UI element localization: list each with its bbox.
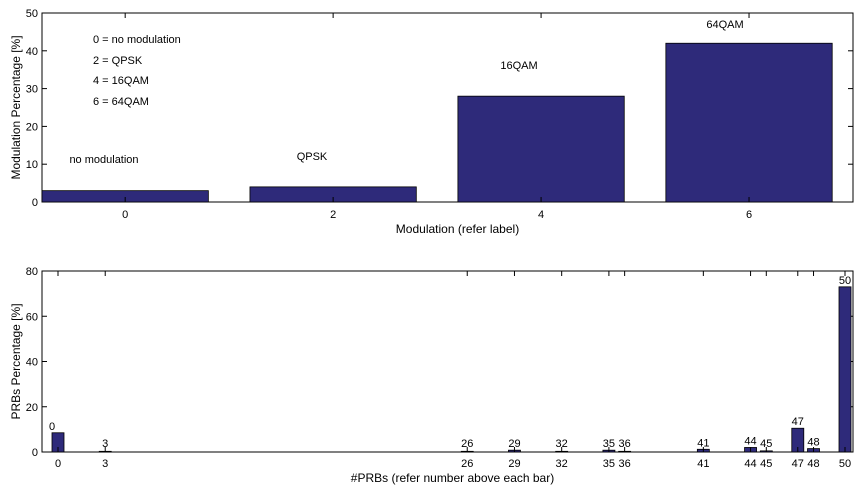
prbs-bar-label: 41 [697,437,709,449]
modulation-bar-label: 16QAM [500,60,537,72]
prbs-bar-label: 32 [556,438,568,450]
modulation-xtick-label: 2 [330,209,336,221]
modulation-bar [457,95,625,203]
modulation-ytick-label: 20 [26,121,38,133]
modulation-ytick-label: 10 [26,159,38,171]
prbs-bar-label: 45 [760,438,772,450]
prbs-bar-label: 47 [792,416,804,428]
modulation-ytick-label: 50 [26,8,38,20]
prbs-bar-label: 0 [49,421,55,433]
modulation-ytick-label: 40 [26,46,38,58]
prbs-bar-label: 48 [807,437,819,449]
prbs-bar-label: 3 [102,438,108,450]
prbs-bar-label: 29 [508,438,520,450]
prbs-xtick-label: 32 [556,458,568,470]
prbs-bar-label: 26 [461,438,473,450]
modulation-plot-frame [41,12,854,203]
prbs-bar-label: 35 [603,438,615,450]
modulation-chart: 0 10 20 30 40 50 0 2 4 6 no modulation QPSK 16QAM 64Q… [9,8,854,236]
modulation-ylabel: Modulation Percentage [%] [9,35,23,179]
prbs-xtick-label: 3 [102,458,108,470]
prbs-xtick-label: 0 [55,458,61,470]
prbs-ytick-label: 80 [26,266,38,278]
prbs-ytick-label: 60 [26,311,38,323]
prbs-xtick-label: 41 [697,458,709,470]
prbs-xtick-label: 50 [839,458,851,470]
prbs-xtick-label: 35 [603,458,615,470]
modulation-bar [665,42,833,203]
modulation-legend-text: 0 = no modulation [93,34,181,46]
prbs-xtick-label: 29 [508,458,520,470]
modulation-xtick-label: 4 [538,209,544,221]
prbs-xtick-label: 48 [807,458,819,470]
modulation-legend-text: 2 = QPSK [93,55,143,67]
prbs-chart: 0 20 40 60 80 0 0 3 3 26 26 29 29 32 32 35 35 36 36 41 41 44 4… [9,266,854,485]
prbs-bar-label: 44 [744,435,756,447]
prbs-xtick-label: 36 [619,458,631,470]
prbs-plot-frame [41,270,854,453]
prbs-bar [838,286,852,453]
prbs-xtick-label: 26 [461,458,473,470]
prbs-ytick-label: 0 [32,447,38,459]
modulation-bar-label: 64QAM [706,19,743,31]
modulation-bar-label: no modulation [69,154,138,166]
prbs-xtick-label: 47 [792,458,804,470]
prbs-ytick-label: 40 [26,357,38,369]
modulation-legend-text: 4 = 16QAM [93,75,149,87]
modulation-ytick-label: 30 [26,84,38,96]
modulation-ytick-label: 0 [32,197,38,209]
modulation-xlabel: Modulation (refer label) [396,222,519,236]
prbs-xlabel: #PRBs (refer number above each bar) [351,471,554,485]
modulation-xtick-label: 6 [746,209,752,221]
modulation-xtick-label: 0 [122,209,128,221]
prbs-ylabel: PRBs Percentage [%] [9,303,23,419]
modulation-bar-label: QPSK [297,151,328,163]
prbs-ytick-label: 20 [26,402,38,414]
prbs-xtick-label: 44 [744,458,756,470]
modulation-legend-text: 6 = 64QAM [93,96,149,108]
prbs-xtick-label: 45 [760,458,772,470]
prbs-bar-label: 50 [839,275,851,287]
prbs-bar-label: 36 [619,438,631,450]
